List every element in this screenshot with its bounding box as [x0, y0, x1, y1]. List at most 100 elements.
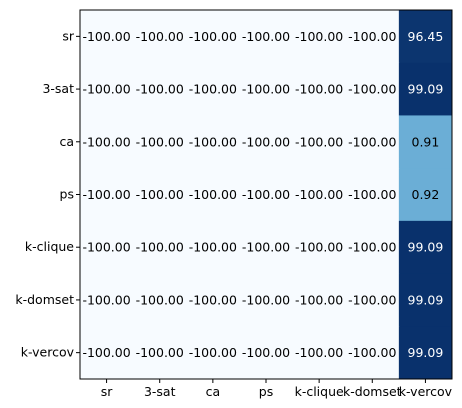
heatmap-cell: [398, 115, 453, 169]
heatmap-cell: [133, 115, 187, 169]
heatmap-cell: [239, 220, 294, 275]
heatmap-cell: [133, 10, 187, 64]
heatmap-cell: [398, 168, 453, 222]
cell-value-label: -100.00: [242, 134, 290, 149]
cell-value-label: -100.00: [242, 240, 290, 255]
heatmap-cell: [133, 326, 187, 380]
x-tick-label: sr: [101, 384, 114, 399]
cell-value-label: -100.00: [242, 82, 290, 97]
cell-value-label: -100.00: [136, 292, 184, 307]
cell-value-label: -100.00: [189, 82, 237, 97]
cell-value-label: -100.00: [136, 240, 184, 255]
heatmap-cell: [345, 115, 400, 169]
cell-value-label: 0.91: [412, 134, 440, 149]
heatmap-cell-labels: -100.00 -100.00 -100.00 -100.00 -100.00 -100.…: [82, 29, 443, 360]
heatmap-cell: [80, 220, 134, 275]
x-tick-label: ca: [206, 384, 221, 399]
heatmap-cell: [292, 115, 347, 169]
cell-value-label: -100.00: [82, 29, 130, 44]
cell-value-label: -100.00: [348, 29, 396, 44]
heatmap-cell: [239, 168, 294, 222]
heatmap-cell: [292, 326, 347, 380]
cell-value-label: -100.00: [82, 345, 130, 360]
cell-value-label: 99.09: [408, 240, 444, 255]
cell-value-label: -100.00: [295, 345, 343, 360]
heatmap-cell: [345, 10, 400, 64]
cell-value-label: -100.00: [348, 187, 396, 202]
cell-value-label: -100.00: [242, 345, 290, 360]
heatmap-cell: [80, 168, 134, 222]
heatmap-cell: [345, 168, 400, 222]
cell-value-label: -100.00: [189, 134, 237, 149]
heatmap-cell: [292, 168, 347, 222]
x-tick-label: ps: [259, 384, 273, 399]
cell-value-label: -100.00: [136, 345, 184, 360]
cell-value-label: -100.00: [136, 134, 184, 149]
cell-value-label: -100.00: [136, 82, 184, 97]
y-axis: sr 3-sat ca ps k-clique k-domset k-vercov: [15, 28, 80, 360]
cell-value-label: -100.00: [242, 187, 290, 202]
y-tick-label: ca: [59, 134, 74, 149]
heatmap-cell: [292, 220, 347, 275]
heatmap-cell: [398, 10, 453, 64]
y-tick-label: k-clique: [25, 239, 74, 254]
y-tick-label: ps: [60, 187, 74, 202]
cell-value-label: 0.92: [412, 187, 440, 202]
heatmap-cell: [133, 273, 187, 327]
cell-value-label: 96.45: [408, 29, 444, 44]
cell-value-label: -100.00: [295, 187, 343, 202]
cell-value-label: -100.00: [189, 187, 237, 202]
cell-value-label: 99.09: [408, 292, 444, 307]
heatmap-cell: [239, 273, 294, 327]
x-tick-label: 3-sat: [144, 384, 176, 399]
cell-value-label: -100.00: [295, 29, 343, 44]
heatmap-cell: [186, 220, 240, 275]
heatmap-cell: [345, 326, 400, 380]
heatmap-cell: [398, 62, 453, 116]
cell-value-label: -100.00: [136, 187, 184, 202]
cell-value-label: -100.00: [189, 29, 237, 44]
cell-value-label: -100.00: [295, 82, 343, 97]
heatmap-cell: [133, 220, 187, 275]
heatmap-cell: [239, 62, 294, 116]
y-tick-label: k-domset: [15, 292, 74, 307]
heatmap-cell: [186, 168, 240, 222]
cell-value-label: -100.00: [82, 82, 130, 97]
heatmap-cell: [133, 168, 187, 222]
cell-value-label: -100.00: [189, 345, 237, 360]
y-tick-label: 3-sat: [42, 81, 74, 96]
cell-value-label: -100.00: [295, 240, 343, 255]
cell-value-label: -100.00: [242, 29, 290, 44]
cell-value-label: -100.00: [348, 240, 396, 255]
heatmap-cell: [292, 273, 347, 327]
cell-value-label: 99.09: [408, 345, 444, 360]
cell-value-label: 99.09: [408, 82, 444, 97]
heatmap-cells: [80, 10, 453, 380]
heatmap-cell: [239, 326, 294, 380]
x-tick-label: k-clique: [295, 384, 344, 399]
heatmap-cell: [345, 273, 400, 327]
y-tick-label: sr: [62, 28, 75, 43]
heatmap-cell: [80, 273, 134, 327]
heatmap-cell: [80, 10, 134, 64]
cell-value-label: -100.00: [189, 292, 237, 307]
heatmap-cell: [186, 115, 240, 169]
heatmap-cell: [398, 273, 453, 327]
heatmap-cell: [186, 326, 240, 380]
cell-value-label: -100.00: [242, 292, 290, 307]
cell-value-label: -100.00: [82, 240, 130, 255]
heatmap-cell: [292, 62, 347, 116]
cell-value-label: -100.00: [295, 134, 343, 149]
heatmap-cell: [398, 326, 453, 380]
cell-value-label: -100.00: [189, 240, 237, 255]
cell-value-label: -100.00: [295, 292, 343, 307]
cell-value-label: -100.00: [348, 82, 396, 97]
cell-value-label: -100.00: [348, 134, 396, 149]
heatmap-cell: [186, 62, 240, 116]
heatmap-cell: [292, 10, 347, 64]
heatmap-cell: [345, 62, 400, 116]
x-tick-label: k-domset: [343, 384, 402, 399]
x-tick-label: k-vercov: [399, 384, 453, 399]
y-tick-label: k-vercov: [21, 345, 75, 360]
